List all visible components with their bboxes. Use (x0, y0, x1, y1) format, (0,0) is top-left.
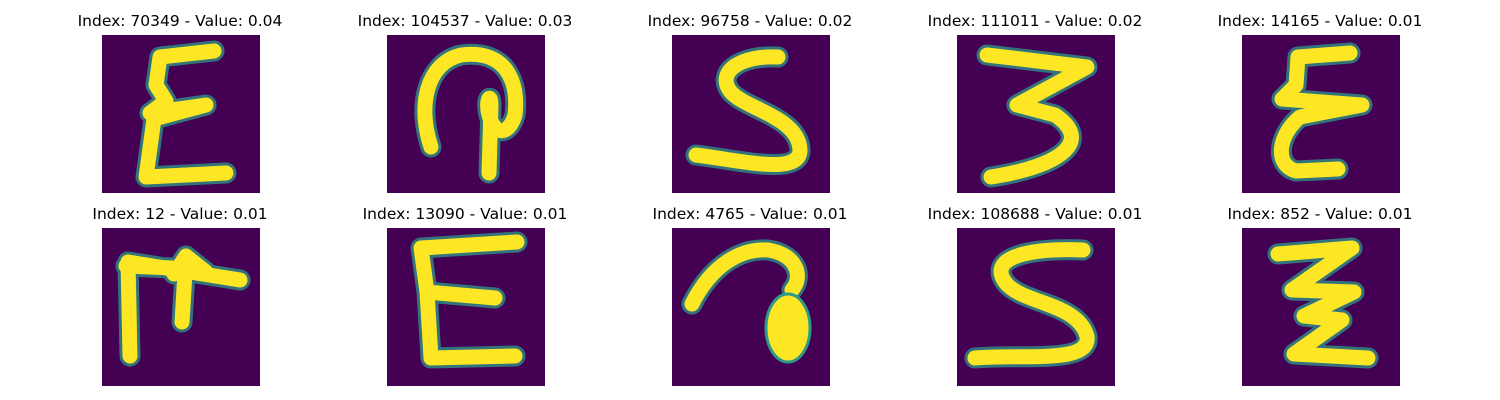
character-image (102, 228, 260, 386)
character-image (387, 35, 545, 193)
panel-title: Index: 13090 - Value: 0.01 (362, 205, 568, 223)
panel-title: Index: 12 - Value: 0.01 (92, 205, 268, 223)
character-image (1242, 35, 1400, 193)
panel-title: Index: 70349 - Value: 0.04 (77, 12, 283, 30)
panel-title: Index: 111011 - Value: 0.02 (927, 12, 1143, 30)
character-image (672, 35, 830, 193)
character-image (957, 228, 1115, 386)
character-image (387, 228, 545, 386)
panel-title: Index: 104537 - Value: 0.03 (357, 12, 573, 30)
character-image (957, 35, 1115, 193)
panel-title: Index: 108688 - Value: 0.01 (927, 205, 1143, 223)
panel-title: Index: 852 - Value: 0.01 (1227, 205, 1413, 223)
panel-title: Index: 96758 - Value: 0.02 (647, 12, 853, 30)
panel-title: Index: 14165 - Value: 0.01 (1217, 12, 1423, 30)
panel-title: Index: 4765 - Value: 0.01 (652, 205, 848, 223)
character-image (672, 228, 830, 386)
character-image (102, 35, 260, 193)
character-image (1242, 228, 1400, 386)
